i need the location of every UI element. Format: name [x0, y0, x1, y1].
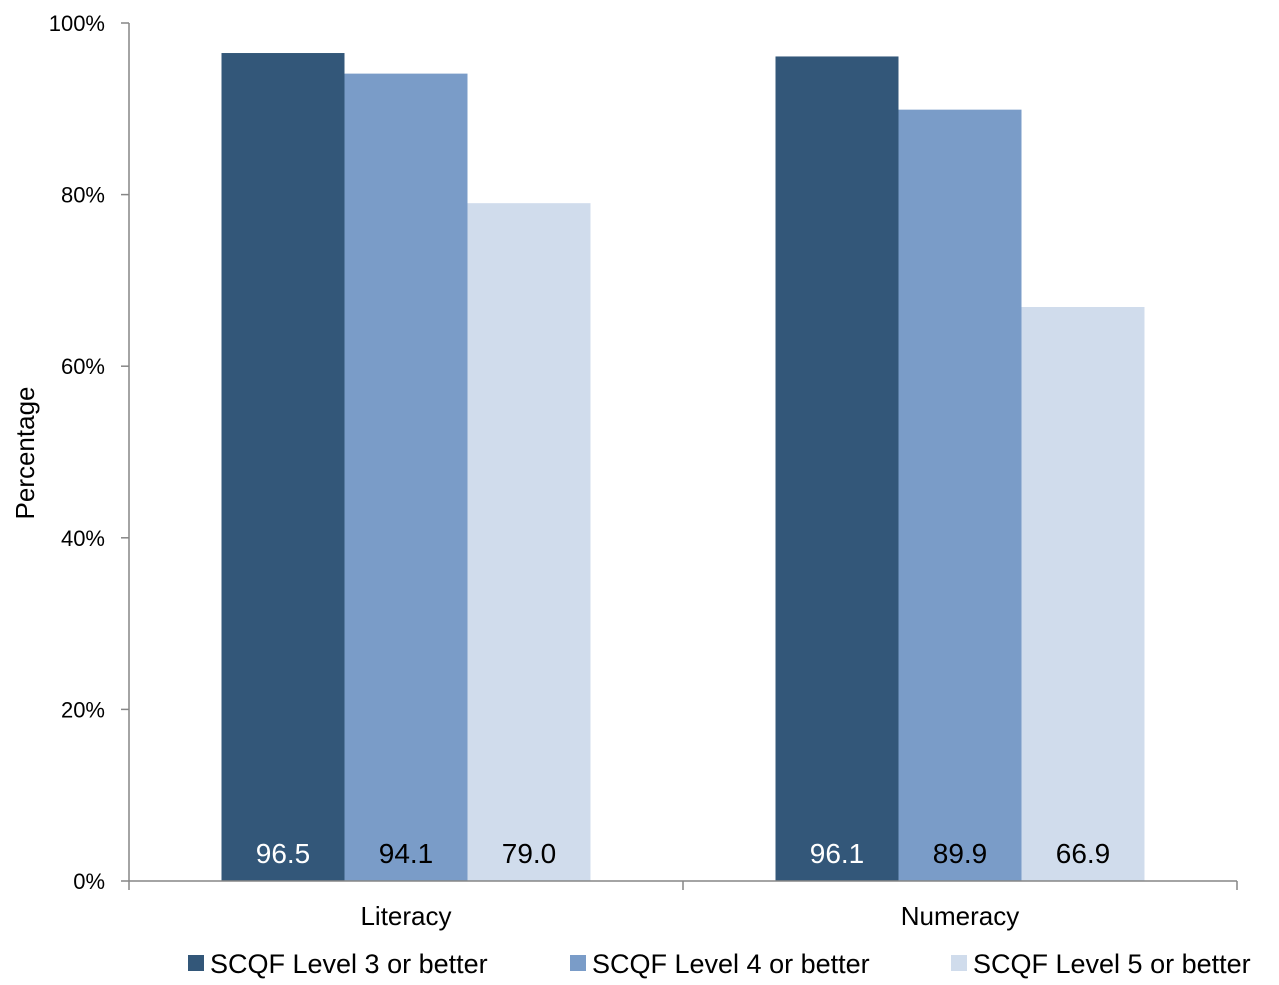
bar [344, 73, 468, 881]
data-label: 96.5 [256, 838, 311, 869]
x-category-label: Literacy [360, 901, 451, 931]
data-label: 94.1 [379, 838, 434, 869]
legend-swatch [951, 955, 967, 971]
y-axis-title: Percentage [10, 387, 40, 520]
data-label: 96.1 [810, 838, 865, 869]
legend: SCQF Level 3 or better SCQF Level 4 or be… [188, 949, 1251, 979]
legend-label: SCQF Level 5 or better [973, 949, 1251, 979]
bar [898, 109, 1022, 881]
bar [467, 203, 591, 881]
legend-label: SCQF Level 3 or better [210, 949, 488, 979]
data-label: 66.9 [1056, 838, 1111, 869]
y-tick-label: 0% [73, 869, 105, 894]
data-label: 79.0 [502, 838, 557, 869]
x-category-label: Numeracy [901, 901, 1019, 931]
bar [1021, 306, 1145, 881]
data-label: 89.9 [933, 838, 988, 869]
y-axis: 0% 20% 40% 60% 80% 100% [49, 11, 130, 894]
y-tick-label: 40% [61, 526, 105, 551]
y-tick-label: 60% [61, 354, 105, 379]
legend-swatch [570, 955, 586, 971]
bar [221, 53, 345, 881]
bar [775, 56, 899, 882]
bars [221, 53, 1145, 882]
legend-swatch [188, 955, 204, 971]
legend-label: SCQF Level 4 or better [592, 949, 870, 979]
y-tick-label: 100% [49, 11, 105, 36]
y-tick-label: 80% [61, 183, 105, 208]
data-labels: 96.5 94.1 79.0 96.1 89.9 66.9 [256, 838, 1111, 869]
x-axis: Literacy Numeracy [128, 880, 1238, 931]
y-tick-label: 20% [61, 697, 105, 722]
